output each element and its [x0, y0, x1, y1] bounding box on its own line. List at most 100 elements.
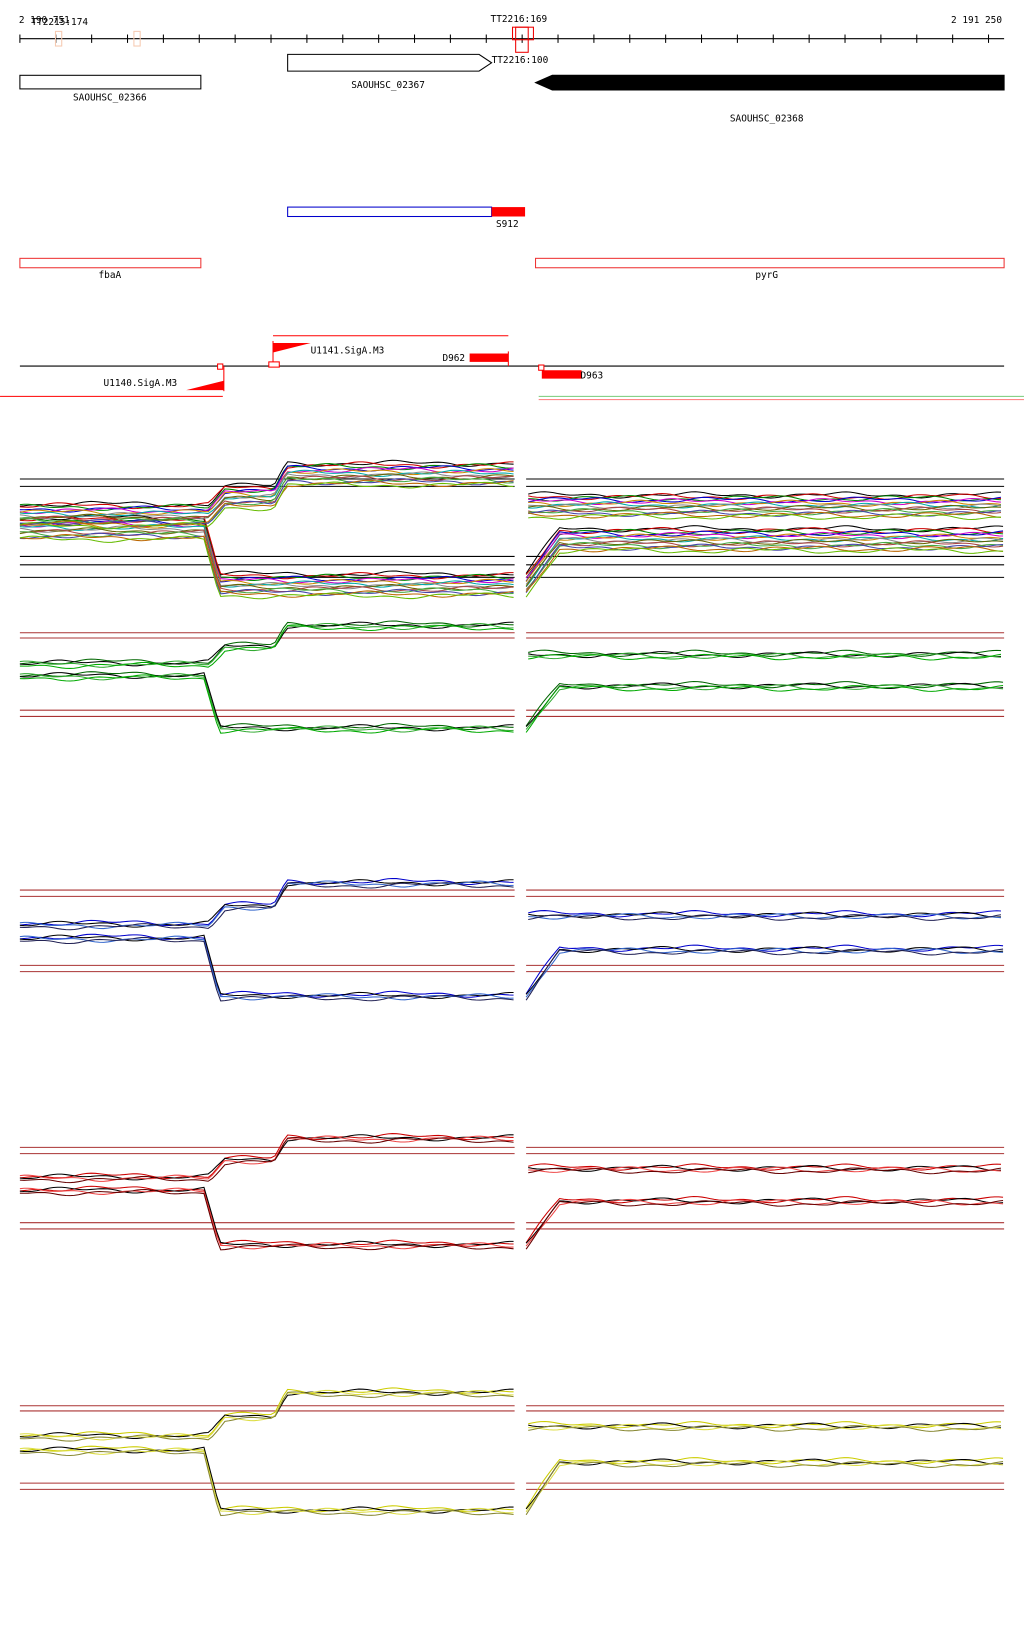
expression-trace	[19, 673, 514, 733]
gene	[287, 53, 493, 72]
gene	[534, 74, 1005, 91]
expression-trace	[525, 946, 1004, 995]
expression-trace	[19, 936, 514, 1002]
expression-trace	[19, 881, 514, 931]
expression-trace	[528, 1164, 1001, 1172]
expression-trace	[19, 532, 514, 597]
expression-trace	[19, 534, 514, 598]
expression-trace	[528, 513, 1001, 521]
terminator	[469, 353, 509, 362]
expression-trace	[19, 934, 514, 1000]
expression-trace	[19, 935, 514, 1001]
gene-label: SAOUHSC_02368	[730, 113, 804, 124]
expression-trace	[19, 624, 514, 669]
expression-trace	[19, 933, 514, 998]
expression-trace	[19, 1445, 514, 1513]
expression-trace	[19, 461, 514, 510]
gene-label: SAOUHSC_02366	[73, 92, 147, 103]
operon-label: fbaA	[99, 270, 122, 281]
expression-trace	[19, 459, 514, 508]
expression-trace	[19, 481, 514, 530]
expression-trace	[525, 541, 1004, 592]
expression-trace	[528, 504, 1001, 512]
expression-trace	[19, 527, 514, 591]
expression-trace	[528, 1425, 1002, 1432]
expression-trace	[19, 1134, 514, 1181]
expression-trace	[528, 495, 1002, 502]
expression-trace	[19, 525, 514, 590]
tss	[268, 361, 280, 368]
expression-trace	[19, 1388, 514, 1439]
expression-trace	[19, 1188, 514, 1251]
expression-trace	[19, 877, 514, 927]
marker-label: TT2215:174	[31, 17, 88, 28]
expression-trace	[528, 499, 1002, 507]
expression-trace	[19, 469, 514, 518]
expression-trace	[19, 1387, 514, 1438]
expression-trace	[525, 1461, 1004, 1516]
expression-trace	[19, 1446, 514, 1514]
expression-trace	[525, 533, 1004, 583]
operon	[19, 257, 202, 269]
expression-trace	[19, 1186, 514, 1249]
expression-trace	[19, 1133, 514, 1179]
expression-trace	[19, 467, 514, 515]
expression-trace	[528, 493, 1001, 501]
expression-trace	[19, 672, 514, 732]
expression-trace	[19, 671, 514, 731]
expression-trace	[528, 511, 1002, 519]
gene	[19, 74, 202, 90]
expression-trace	[525, 527, 1004, 575]
expression-trace	[19, 1447, 514, 1516]
expression-trace	[525, 1199, 1004, 1250]
promoter	[273, 343, 311, 353]
expression-trace	[19, 1391, 514, 1442]
marker-box	[515, 26, 529, 53]
feature-label: U1140.SigA.M3	[104, 378, 178, 389]
expression-trace	[525, 528, 1004, 579]
ruler-end: 2 191 250	[951, 15, 1002, 26]
expression-trace	[19, 1187, 514, 1250]
expression-trace	[525, 1459, 1004, 1513]
expression-trace	[19, 1185, 514, 1247]
tss	[217, 363, 224, 370]
operon-label: pyrG	[755, 270, 778, 281]
expression-trace	[528, 914, 1002, 921]
marker-label: TT2216:100	[492, 55, 549, 66]
expression-trace	[19, 479, 514, 528]
segment	[287, 206, 493, 218]
expression-trace	[19, 1389, 514, 1441]
expression-trace	[19, 478, 514, 526]
tss	[538, 364, 545, 371]
expression-trace	[528, 506, 1002, 514]
expression-trace	[19, 1135, 514, 1182]
expression-trace	[525, 948, 1004, 1001]
terminator	[541, 370, 582, 379]
expression-trace	[525, 684, 1004, 733]
gene-label: SAOUHSC_02367	[351, 80, 425, 91]
ruler-start: 2 190 751	[19, 15, 70, 26]
expression-trace	[525, 540, 1004, 590]
expression-trace	[525, 547, 1004, 598]
expression-trace	[528, 501, 1002, 509]
expression-trace	[19, 515, 514, 580]
expression-trace	[19, 674, 514, 734]
expression-trace	[528, 1422, 1001, 1430]
expression-trace	[528, 508, 1002, 516]
operon	[535, 257, 1005, 269]
expression-trace	[528, 653, 1002, 661]
feature-label: D962	[442, 353, 465, 364]
expression-trace	[19, 621, 514, 667]
expression-trace	[19, 879, 514, 928]
expression-trace	[19, 622, 514, 668]
expression-trace	[19, 1448, 514, 1517]
expression-trace	[19, 531, 514, 595]
promoter	[186, 380, 224, 391]
expression-trace	[19, 880, 514, 930]
expression-trace	[19, 1137, 514, 1184]
expression-trace	[525, 531, 1004, 579]
expression-trace	[528, 911, 1001, 919]
marker-box	[133, 30, 141, 47]
